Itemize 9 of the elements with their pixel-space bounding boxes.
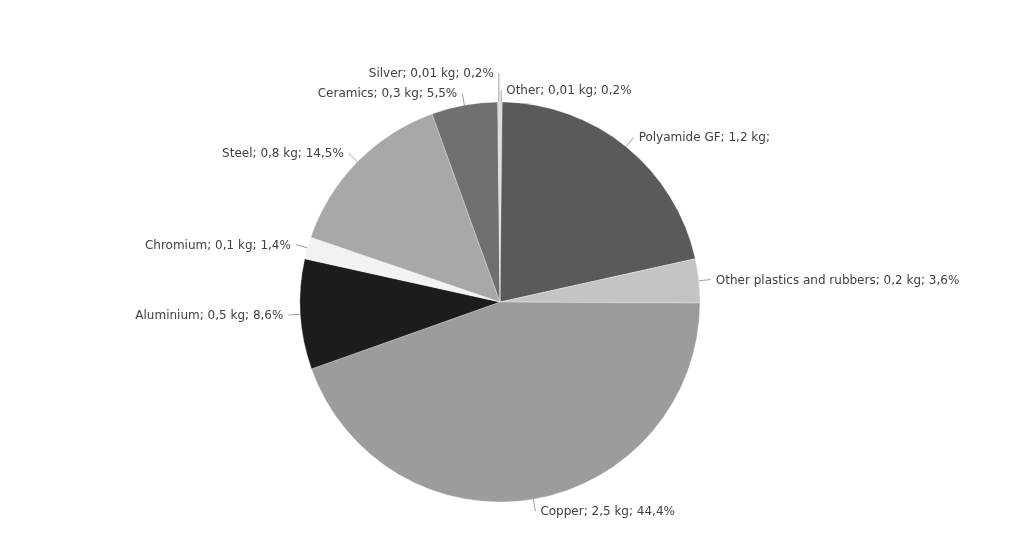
slice-label: Copper; 2,5 kg; 44,4% [540,504,675,519]
slice-label: Silver; 0,01 kg; 0,2% [368,66,494,81]
slice-label: Chromium; 0,1 kg; 1,4% [144,237,291,252]
slice-label: Other; 0,01 kg; 0,2% [506,83,632,97]
slice-label: Other plastics and rubbers; 0,2 kg; 3,6% [715,272,960,287]
slice-label: Steel; 0,8 kg; 14,5% [222,146,344,161]
slice-label: Ceramics; 0,3 kg; 5,5% [317,86,458,101]
slice-label: Polyamide GF; 1,2 kg; [638,130,770,145]
slice-label: Aluminium; 0,5 kg; 8,6% [135,308,284,323]
